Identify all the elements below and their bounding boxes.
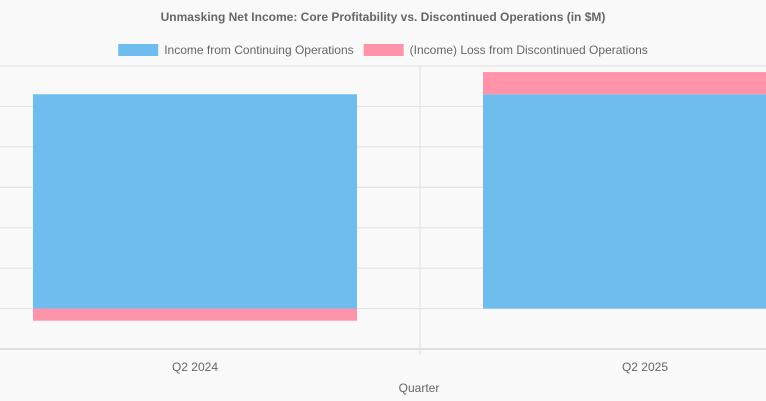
x-tick-label: Q2 2025 <box>622 360 668 374</box>
legend: Income from Continuing Operations (Income… <box>118 43 648 57</box>
bar-discontinued-operations[interactable] <box>483 72 766 95</box>
chart-title: Unmasking Net Income: Core Profitability… <box>161 10 606 24</box>
x-tick-label: Q2 2024 <box>172 360 218 374</box>
x-axis-title: Quarter <box>399 381 440 395</box>
legend-label[interactable]: (Income) Loss from Discontinued Operatio… <box>410 43 648 57</box>
x-axis-ticks: Q2 2024 Q2 2025 <box>172 360 668 374</box>
bar-continuing-operations[interactable] <box>483 94 766 309</box>
legend-swatch[interactable] <box>363 44 404 56</box>
bar-continuing-operations[interactable] <box>33 94 357 309</box>
legend-label[interactable]: Income from Continuing Operations <box>164 43 353 57</box>
bars <box>33 72 766 321</box>
bar-discontinued-operations[interactable] <box>33 308 357 321</box>
legend-swatch[interactable] <box>118 44 159 56</box>
